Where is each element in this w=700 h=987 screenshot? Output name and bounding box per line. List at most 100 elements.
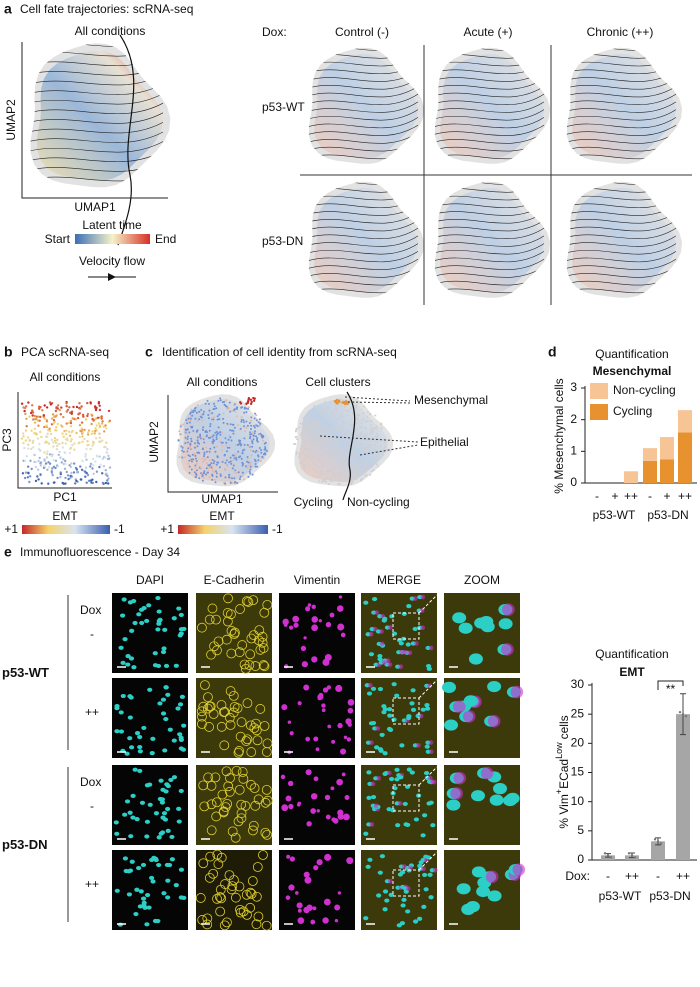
nucleus (132, 767, 138, 772)
cell-dot (101, 420, 104, 423)
cell-outline (235, 604, 245, 614)
cell-dot (204, 402, 207, 405)
bar-segment (678, 410, 692, 433)
streamline (308, 220, 419, 232)
nucleus (157, 796, 163, 802)
nucleus (146, 603, 152, 608)
cell-dot (52, 422, 55, 425)
cell-outline (203, 692, 213, 703)
cell-dot (315, 420, 318, 423)
cell-dot (50, 454, 54, 458)
vimentin (405, 886, 411, 891)
cell-dot (343, 421, 345, 424)
nucleus (158, 831, 164, 836)
cell-dot (365, 436, 368, 438)
cell-dot (58, 450, 61, 454)
cell-dot (249, 398, 253, 402)
vimentin (326, 685, 332, 690)
nucleus (370, 686, 377, 691)
cell-dot (199, 435, 202, 437)
cell-dot (339, 405, 342, 408)
cell-dot (342, 420, 345, 423)
vimentin (330, 786, 335, 791)
cell-dot (48, 427, 51, 430)
group-label: p53-DN (649, 889, 690, 903)
cell-dot (212, 471, 215, 474)
cell-dot (295, 427, 298, 430)
cell-dot (247, 461, 250, 464)
cell-dot (25, 405, 28, 408)
cell-dot (228, 476, 231, 479)
cell-dot (27, 443, 30, 446)
panel-letter: d (548, 344, 557, 360)
streamline (308, 117, 419, 129)
cell-dot (326, 435, 329, 438)
nucleus (178, 788, 184, 794)
nucleus (406, 767, 412, 772)
cell-dot (24, 439, 27, 442)
cell-dot (237, 424, 240, 427)
cell-dot (69, 465, 73, 469)
nucleus (151, 855, 157, 860)
cell-dot (68, 406, 71, 409)
cell-outline (245, 887, 256, 898)
vimentin (329, 612, 335, 618)
cell-dot (231, 481, 234, 484)
vimentin (313, 736, 319, 742)
cell-dot (52, 419, 56, 422)
cell-dot (48, 401, 52, 404)
cell-dot (205, 435, 208, 438)
cell-dot (241, 474, 244, 477)
cell-dot (107, 409, 111, 413)
bar-segment (643, 460, 657, 483)
cell-outline (249, 783, 260, 794)
nucleus (157, 701, 163, 706)
cell-dot (334, 418, 337, 421)
nucleus (156, 862, 162, 868)
nucleus (169, 857, 175, 862)
cell-dot (223, 400, 226, 403)
cell-dot (367, 460, 370, 463)
nucleus (366, 795, 372, 800)
cell-outline (204, 722, 214, 732)
cell-dot (295, 453, 298, 456)
cell-dot (104, 456, 107, 459)
cell-dot (41, 409, 44, 412)
cell-outline (226, 648, 237, 659)
x-tick-label: ++ (625, 869, 639, 883)
replicate-dot (656, 840, 660, 843)
nucleus (124, 799, 131, 804)
cell-outline (243, 597, 254, 607)
cell-dot (102, 425, 106, 428)
cell-dot (222, 421, 225, 424)
y-tick-label: 25 (571, 706, 585, 720)
cell-dot (46, 468, 49, 471)
nucleus (428, 895, 434, 900)
cell-dot (305, 428, 308, 431)
streamline (434, 101, 545, 113)
cell-dot (98, 424, 102, 427)
streamline (566, 251, 677, 263)
cell-dot (32, 439, 35, 442)
cell-dot (324, 415, 327, 417)
nucleus (138, 889, 144, 894)
cell-dot (345, 431, 347, 434)
cell-dot (104, 481, 108, 485)
cell-dot (53, 439, 57, 442)
cell-dot (345, 434, 348, 437)
cell-dot (197, 441, 199, 444)
cell-dot (219, 399, 222, 402)
cell-dot (246, 456, 249, 458)
y-tick-label: 10 (571, 794, 585, 808)
cell-outline (210, 772, 221, 783)
nucleus (405, 909, 411, 914)
cell-dot (253, 417, 256, 420)
nucleus (160, 787, 166, 792)
cell-dot (248, 422, 251, 424)
nucleus (118, 729, 125, 734)
cell-dot (374, 435, 377, 438)
nucleus (377, 747, 384, 752)
cell-dot (186, 441, 189, 444)
cell-dot (62, 458, 65, 461)
vimentin (416, 743, 421, 748)
